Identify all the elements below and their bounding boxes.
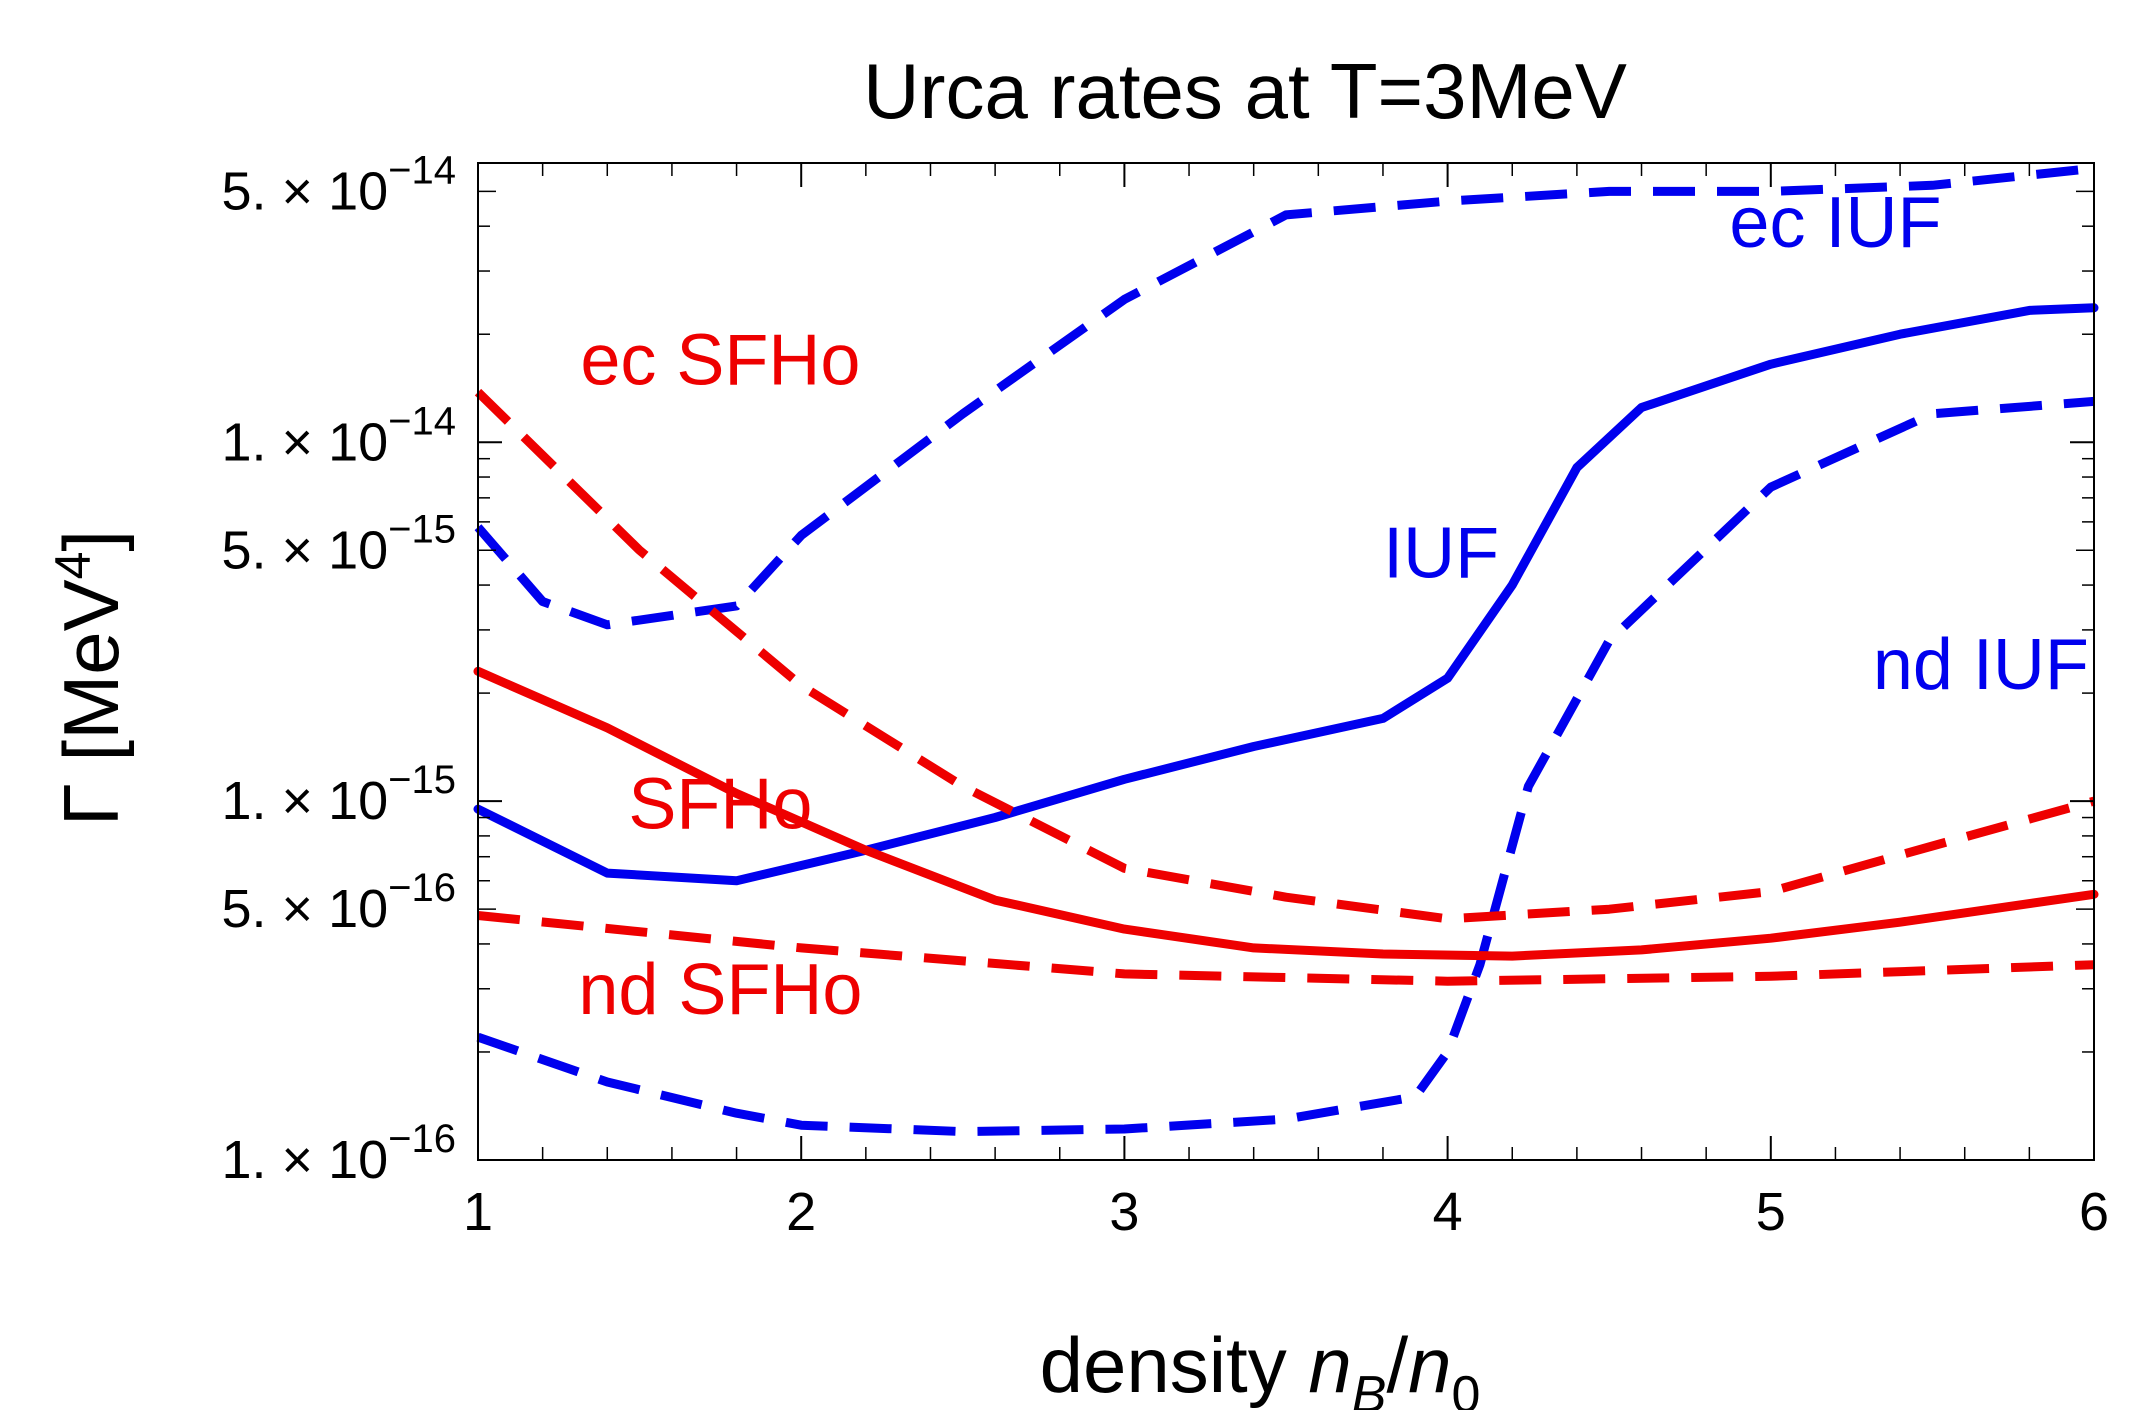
y-axis-title-main: Γ [MeV bbox=[47, 579, 135, 826]
y-axis-title: Γ [MeV4] bbox=[45, 530, 135, 826]
y-tick-label: 5. × 10−15 bbox=[222, 507, 457, 580]
y-tick-label: 1. × 10−14 bbox=[222, 399, 457, 472]
y-tick-label-exponent: −14 bbox=[388, 148, 456, 192]
series-line-iuf bbox=[473, 303, 2099, 886]
y-tick-label-mantissa: 1. × 10 bbox=[222, 771, 389, 831]
y-axis-title-exp: 4 bbox=[45, 552, 101, 580]
x-tick-label: 1 bbox=[463, 1182, 493, 1242]
series-line-ec-iuf bbox=[474, 163, 2095, 630]
x-axis-title-slash: / bbox=[1386, 1321, 1408, 1409]
x-tick-label: 6 bbox=[2079, 1182, 2109, 1242]
y-tick-label-exponent: −16 bbox=[388, 1117, 456, 1161]
series-label-ec-sfho: ec SFHo bbox=[580, 320, 860, 400]
series-line-ec-sfho bbox=[474, 388, 2096, 924]
x-axis-title-sub-b: B bbox=[1352, 1366, 1387, 1410]
series-label-ec-iuf: ec IUF bbox=[1729, 183, 1941, 263]
y-tick-label: 1. × 10−15 bbox=[222, 758, 457, 831]
y-tick-label-mantissa: 5. × 10 bbox=[222, 520, 389, 580]
x-axis-title: density nB/n0 bbox=[1040, 1321, 1481, 1410]
y-tick-label-mantissa: 5. × 10 bbox=[222, 879, 389, 939]
y-tick-label-exponent: −14 bbox=[388, 399, 456, 443]
x-tick-label: 5 bbox=[1756, 1182, 1786, 1242]
series-labels: ec IUF IUF nd IUF ec SFHo SFHo nd SFHo bbox=[578, 183, 2089, 1030]
series-label-nd-iuf: nd IUF bbox=[1873, 625, 2089, 705]
ticks-layer: 1 2 3 4 5 61. × 10−165. × 10−161. × 10−155. ×… bbox=[222, 148, 2110, 1242]
y-tick-label: 1. × 10−16 bbox=[222, 1117, 457, 1190]
y-tick-label-exponent: −15 bbox=[388, 507, 456, 551]
y-tick-label-mantissa: 1. × 10 bbox=[222, 1130, 389, 1190]
x-axis-title-n0: n bbox=[1408, 1321, 1451, 1409]
y-tick-label-mantissa: 5. × 10 bbox=[222, 161, 389, 221]
x-axis-title-n: n bbox=[1308, 1321, 1351, 1409]
series-line-nd-iuf bbox=[476, 396, 2095, 1137]
chart-title: Urca rates at T=3MeV bbox=[863, 47, 1627, 135]
y-tick-label: 5. × 10−16 bbox=[222, 866, 457, 939]
x-axis-title-sub-0: 0 bbox=[1452, 1366, 1481, 1410]
y-tick-label: 5. × 10−14 bbox=[222, 148, 457, 221]
series-label-nd-sfho: nd SFHo bbox=[578, 950, 862, 1030]
y-tick-label-exponent: −16 bbox=[388, 866, 456, 910]
series-line-nd-sfho bbox=[477, 911, 2095, 986]
x-tick-label: 3 bbox=[1109, 1182, 1139, 1242]
y-tick-label-exponent: −15 bbox=[388, 758, 456, 802]
series-layer bbox=[473, 163, 2099, 1137]
x-tick-label: 2 bbox=[786, 1182, 816, 1242]
y-tick-label-mantissa: 1. × 10 bbox=[222, 412, 389, 472]
x-tick-label: 4 bbox=[1433, 1182, 1463, 1242]
series-label-sfho: SFHo bbox=[628, 764, 812, 844]
y-axis-title-close: ] bbox=[47, 530, 135, 552]
plot-frame bbox=[477, 162, 2095, 1161]
series-line-sfho bbox=[473, 666, 2099, 961]
x-axis-title-main: density bbox=[1040, 1321, 1309, 1409]
series-label-iuf: IUF bbox=[1383, 513, 1499, 593]
